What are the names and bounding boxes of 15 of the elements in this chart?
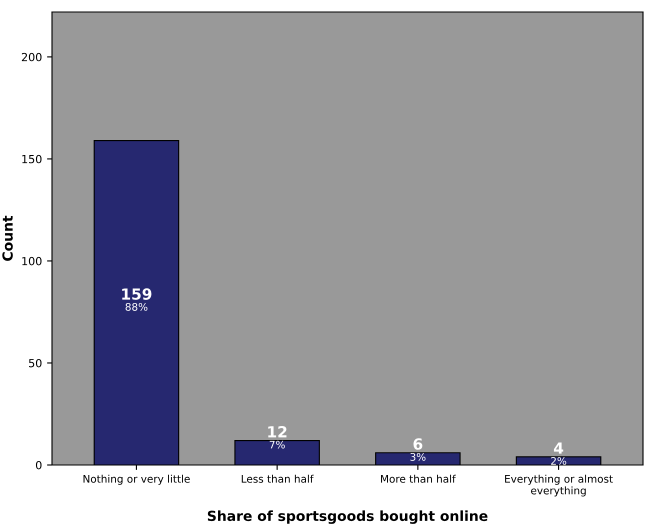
x-tick-label: More than half	[381, 474, 456, 483]
x-tick-label: Nothing or very little	[84, 474, 190, 485]
x-axis-title: Share of sportsgoods bought online	[208, 510, 488, 524]
x-tick-label: Less than half	[242, 474, 314, 483]
y-tick-label: 100	[22, 256, 42, 266]
y-tick-label: 0	[36, 460, 42, 470]
y-tick-label: 200	[22, 52, 42, 62]
x-tick-label: Everything or almost everything	[505, 474, 613, 496]
y-tick-label: 150	[22, 154, 42, 164]
y-tick-label: 50	[28, 358, 42, 368]
data-label: 4 2%	[551, 442, 566, 465]
data-label: 159 88%	[122, 288, 152, 311]
data-label: 6 3%	[410, 438, 426, 461]
y-axis-title: Count	[2, 216, 13, 261]
data-label: 12 7%	[268, 426, 286, 449]
